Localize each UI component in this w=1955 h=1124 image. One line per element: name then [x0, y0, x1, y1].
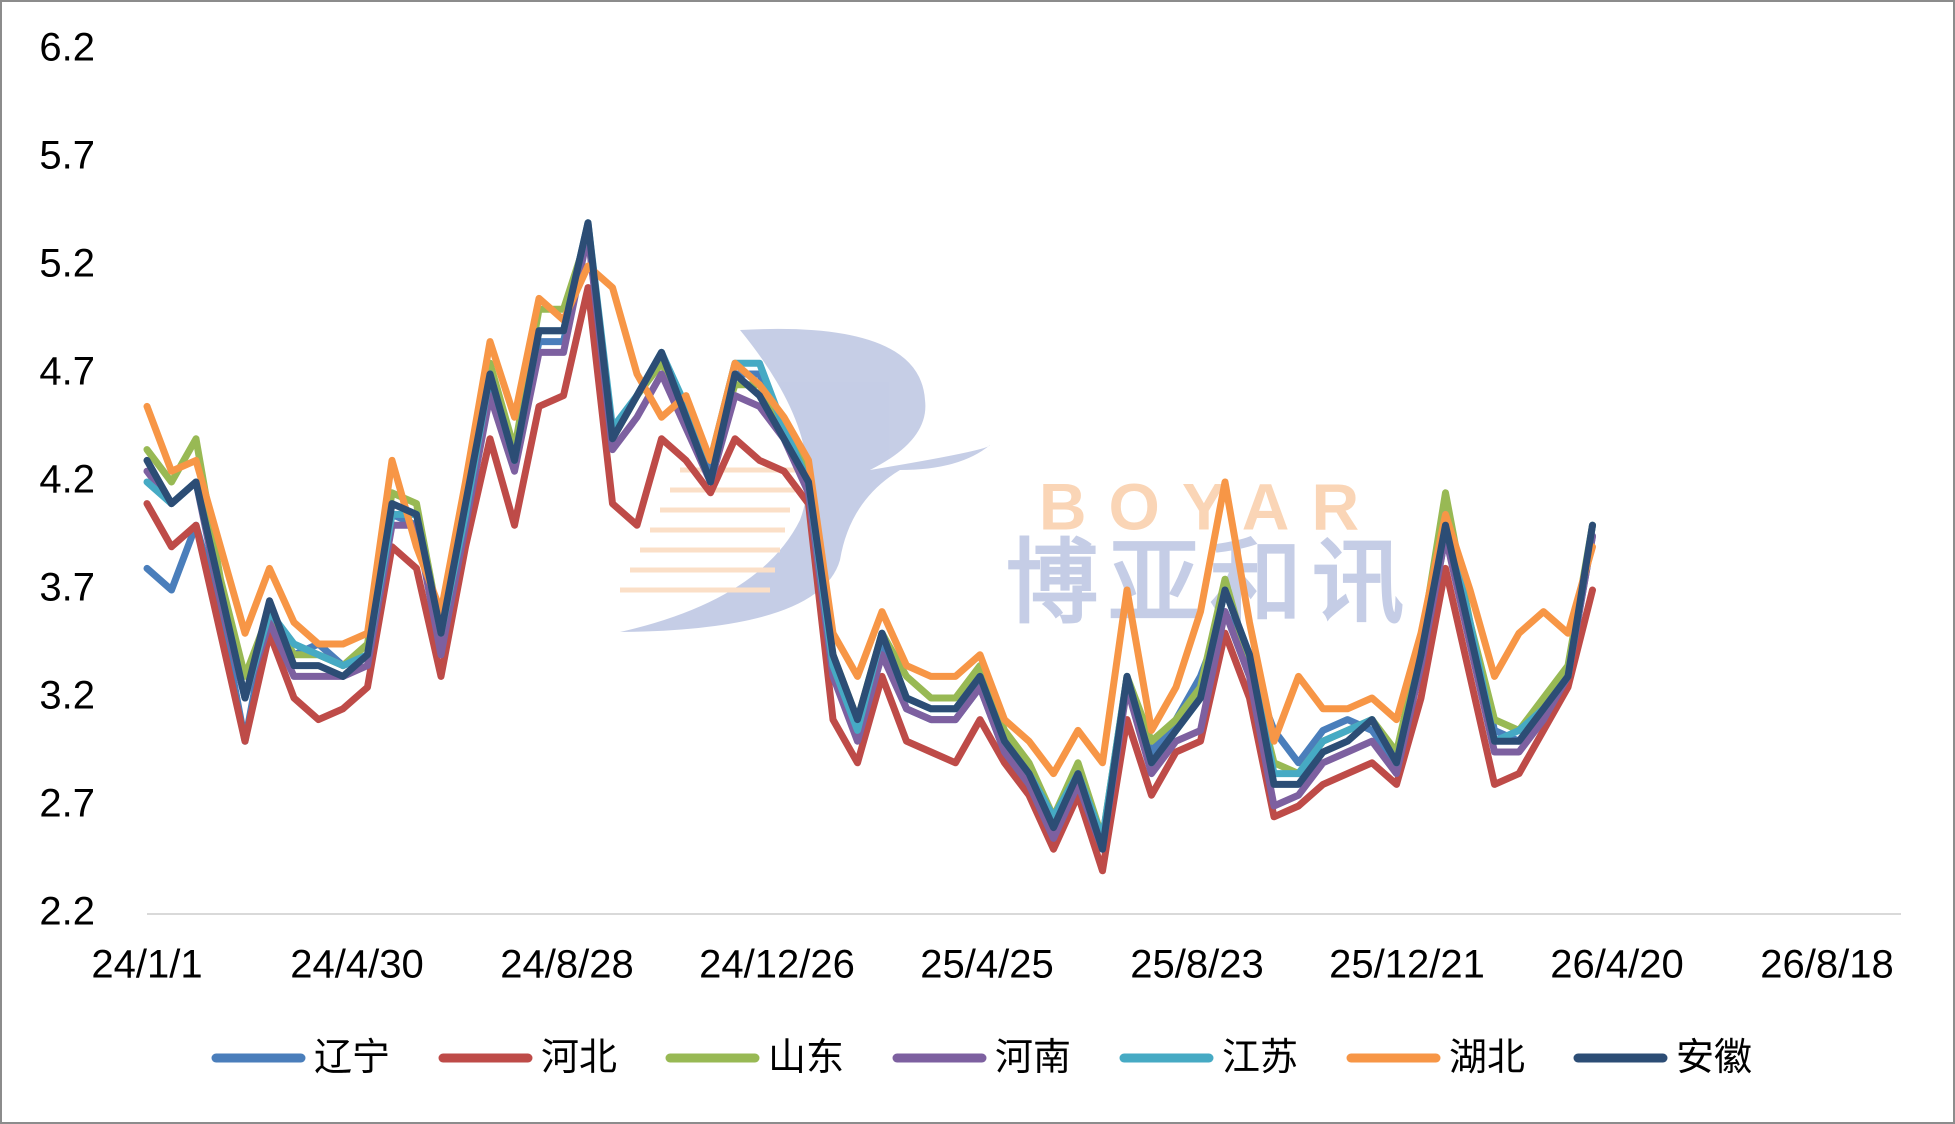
y-tick-label: 2.2 — [39, 890, 95, 934]
legend-label: 安徽 — [1676, 1037, 1752, 1079]
x-tick-label: 24/1/1 — [91, 943, 202, 987]
y-tick-label: 2.7 — [39, 782, 95, 826]
y-tick-label: 3.2 — [39, 674, 95, 718]
y-tick-label: 3.7 — [39, 566, 95, 610]
legend-label: 湖北 — [1449, 1037, 1525, 1079]
watermark-text: BOYAR — [1039, 469, 1381, 543]
y-tick-label: 5.2 — [39, 242, 95, 286]
y-tick-label: 5.7 — [39, 134, 95, 178]
legend-label: 河南 — [995, 1037, 1071, 1079]
x-tick-label: 25/4/25 — [920, 943, 1053, 987]
y-tick-label: 6.2 — [39, 26, 95, 70]
legend-label: 山东 — [768, 1037, 844, 1079]
x-tick-label: 25/8/23 — [1130, 943, 1263, 987]
x-tick-label: 26/4/20 — [1550, 943, 1683, 987]
x-tick-label: 26/8/18 — [1760, 943, 1893, 987]
x-tick-label: 24/12/26 — [699, 943, 855, 987]
watermark-bird — [620, 328, 990, 632]
y-tick-label: 4.7 — [39, 350, 95, 394]
series-line — [143, 284, 1596, 875]
x-tick-label: 24/8/28 — [500, 943, 633, 987]
y-tick-label: 4.2 — [39, 458, 95, 502]
x-tick-label: 24/4/30 — [290, 943, 423, 987]
series-line — [143, 262, 1596, 778]
legend-label: 辽宁 — [314, 1037, 390, 1079]
legend-label: 江苏 — [1222, 1037, 1298, 1079]
x-tick-label: 25/12/21 — [1329, 943, 1485, 987]
series-line — [143, 219, 1596, 853]
legend-label: 河北 — [541, 1037, 617, 1079]
